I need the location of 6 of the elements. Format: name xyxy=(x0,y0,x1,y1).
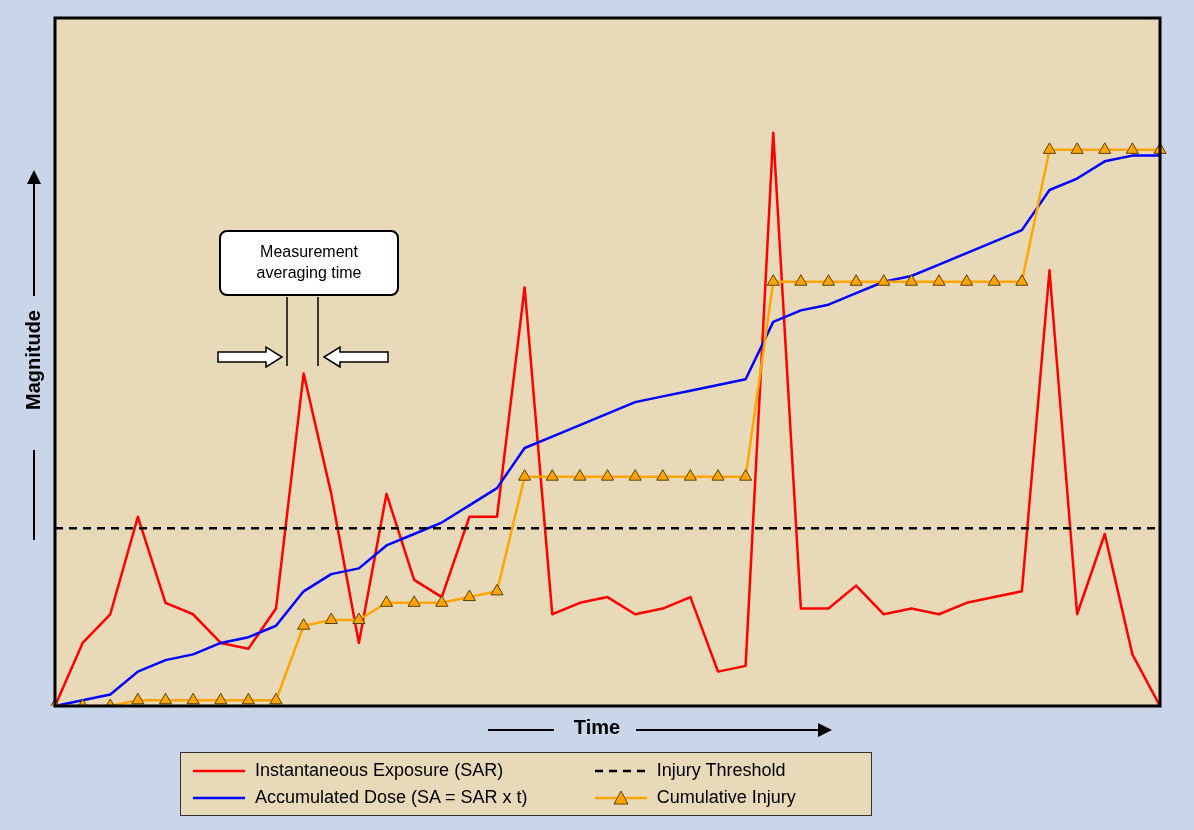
x-axis-title: Time xyxy=(572,716,622,739)
legend-label: Cumulative Injury xyxy=(656,787,796,808)
legend-label: Accumulated Dose (SA = SAR x t) xyxy=(255,787,528,808)
legend-label: Injury Threshold xyxy=(656,760,786,781)
legend-label: Instantaneous Exposure (SAR) xyxy=(255,760,504,781)
y-axis-title: Magnitude xyxy=(21,310,45,410)
